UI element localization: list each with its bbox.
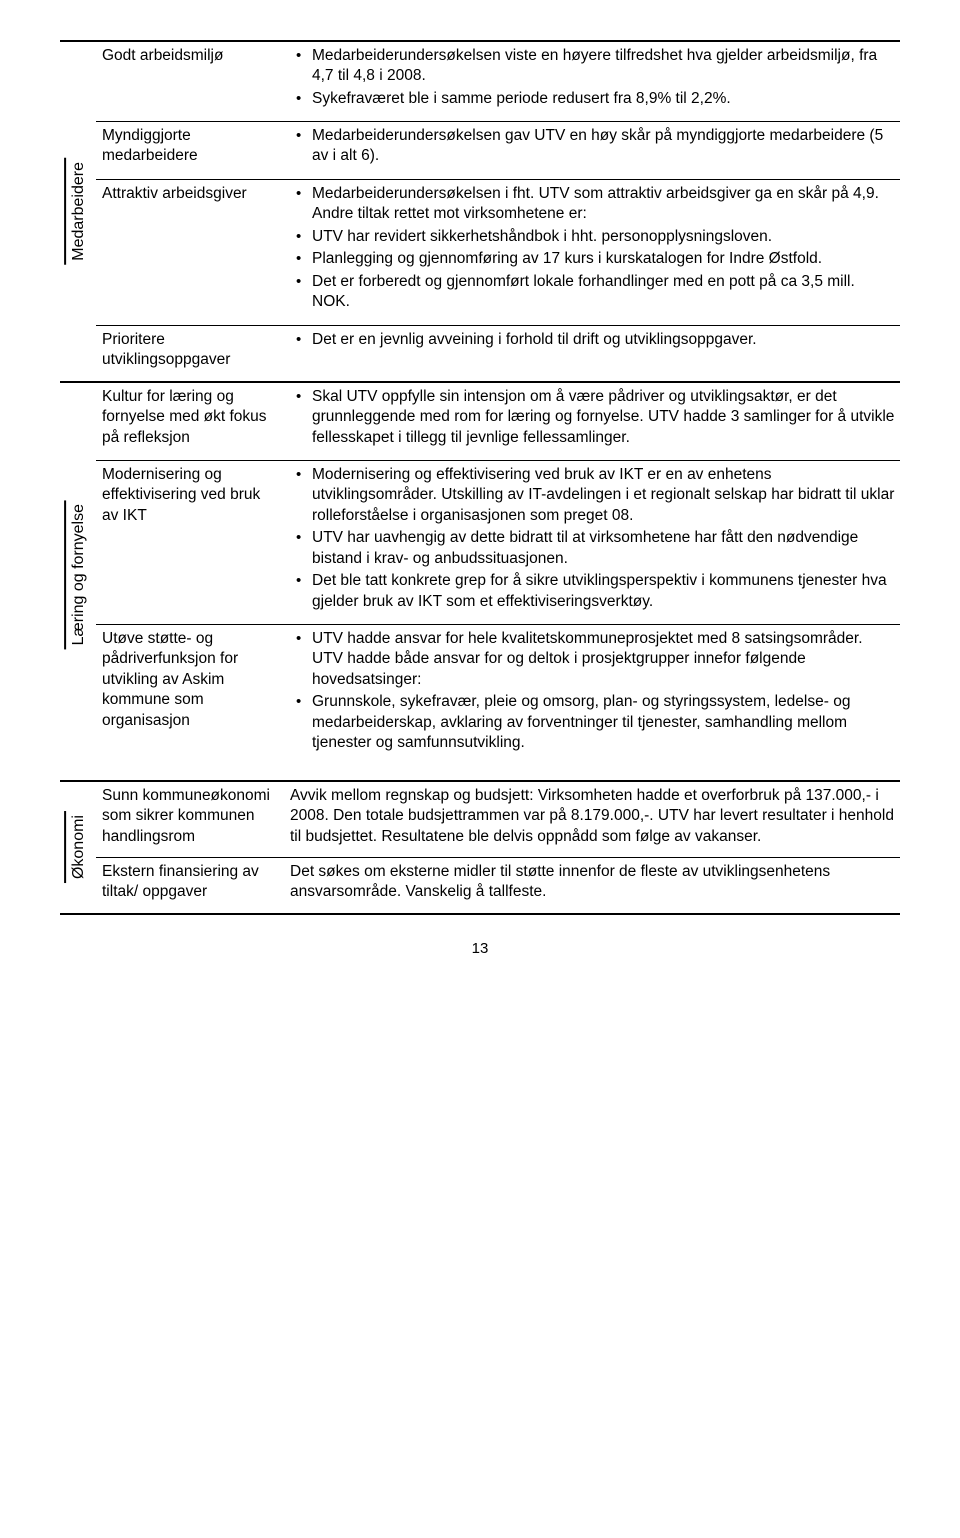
row-right: Medarbeiderundersøkelsen viste en høyere… bbox=[286, 42, 900, 121]
vert-label-cell: Læring og fornyelse bbox=[60, 383, 96, 766]
row-left: Utøve støtte- og pådriverfunksjon for ut… bbox=[96, 624, 286, 766]
bullet-list: Medarbeiderundersøkelsen gav UTV en høy … bbox=[290, 126, 896, 167]
section-okonomi: Økonomi Sunn kommuneøkonomi som sikrer k… bbox=[60, 780, 900, 915]
section-label-medarbeidere: Medarbeidere bbox=[64, 158, 91, 265]
bullet-item: Det er en jevnlig avveining i forhold ti… bbox=[290, 330, 896, 350]
bullet-list: Det er en jevnlig avveining i forhold ti… bbox=[290, 330, 896, 350]
bullet-item: Medarbeiderundersøkelsen gav UTV en høy … bbox=[290, 126, 896, 167]
bullet-item: Sykefraværet ble i samme periode reduser… bbox=[290, 89, 896, 109]
row-right: Skal UTV oppfylle sin intensjon om å vær… bbox=[286, 383, 900, 460]
row-left: Godt arbeidsmiljø bbox=[96, 42, 286, 121]
row-left: Prioritere utviklingsoppgaver bbox=[96, 325, 286, 381]
bullet-item: Medarbeiderundersøkelsen viste en høyere… bbox=[290, 46, 896, 87]
bullet-list: Modernisering og effektivisering ved bru… bbox=[290, 465, 896, 612]
section-laering: Læring og fornyelse Kultur for læring og… bbox=[60, 381, 900, 766]
bullet-item: Skal UTV oppfylle sin intensjon om å vær… bbox=[290, 387, 896, 448]
left-column: Sunn kommuneøkonomi som sikrer kommunen … bbox=[96, 782, 286, 913]
row-right: Modernisering og effektivisering ved bru… bbox=[286, 460, 900, 624]
vert-label-cell: Økonomi bbox=[60, 782, 96, 913]
row-right: Medarbeiderundersøkelsen gav UTV en høy … bbox=[286, 121, 900, 179]
row-right: Medarbeiderundersøkelsen i fht. UTV som … bbox=[286, 179, 900, 325]
section-label-laering: Læring og fornyelse bbox=[64, 500, 91, 649]
row-left: Ekstern finansiering av tiltak/ oppgaver bbox=[96, 857, 286, 913]
bullet-list: Medarbeiderundersøkelsen i fht. UTV som … bbox=[290, 184, 896, 313]
bullet-list: Skal UTV oppfylle sin intensjon om å vær… bbox=[290, 387, 896, 448]
right-column: Medarbeiderundersøkelsen viste en høyere… bbox=[286, 42, 900, 381]
row-left: Sunn kommuneøkonomi som sikrer kommunen … bbox=[96, 782, 286, 857]
right-column: Skal UTV oppfylle sin intensjon om å vær… bbox=[286, 383, 900, 766]
row-left: Attraktiv arbeidsgiver bbox=[96, 179, 286, 325]
row-right: UTV hadde ansvar for hele kvalitetskommu… bbox=[286, 624, 900, 766]
row-right: Det er en jevnlig avveining i forhold ti… bbox=[286, 325, 900, 381]
row-right-text: Avvik mellom regnskap og budsjett: Virks… bbox=[286, 782, 900, 857]
vert-label-cell: Medarbeidere bbox=[60, 42, 96, 381]
section-medarbeidere: Medarbeidere Godt arbeidsmiljø Myndiggjo… bbox=[60, 40, 900, 381]
row-left: Modernisering og effektivisering ved bru… bbox=[96, 460, 286, 624]
bullet-item: UTV har revidert sikkerhetshåndbok i hht… bbox=[290, 227, 896, 247]
bullet-item: Det ble tatt konkrete grep for å sikre u… bbox=[290, 571, 896, 612]
left-column: Kultur for læring og fornyelse med økt f… bbox=[96, 383, 286, 766]
left-column: Godt arbeidsmiljø Myndiggjorte medarbeid… bbox=[96, 42, 286, 381]
bullet-item: Modernisering og effektivisering ved bru… bbox=[290, 465, 896, 526]
right-column: Avvik mellom regnskap og budsjett: Virks… bbox=[286, 782, 900, 913]
bullet-item: UTV har uavhengig av dette bidratt til a… bbox=[290, 528, 896, 569]
row-right-text: Det søkes om eksterne midler til støtte … bbox=[286, 857, 900, 913]
page-number: 13 bbox=[60, 939, 900, 959]
bullet-item: Det er forberedt og gjennomført lokale f… bbox=[290, 272, 896, 313]
bullet-item: Planlegging og gjennomføring av 17 kurs … bbox=[290, 249, 896, 269]
bullet-item: Medarbeiderundersøkelsen i fht. UTV som … bbox=[290, 184, 896, 225]
bullet-item: UTV hadde ansvar for hele kvalitetskommu… bbox=[290, 629, 896, 690]
row-left: Myndiggjorte medarbeidere bbox=[96, 121, 286, 179]
bullet-list: Medarbeiderundersøkelsen viste en høyere… bbox=[290, 46, 896, 109]
row-left: Kultur for læring og fornyelse med økt f… bbox=[96, 383, 286, 460]
bullet-list: UTV hadde ansvar for hele kvalitetskommu… bbox=[290, 629, 896, 754]
section-label-okonomi: Økonomi bbox=[64, 811, 91, 883]
bullet-item: Grunnskole, sykefravær, pleie og omsorg,… bbox=[290, 692, 896, 753]
